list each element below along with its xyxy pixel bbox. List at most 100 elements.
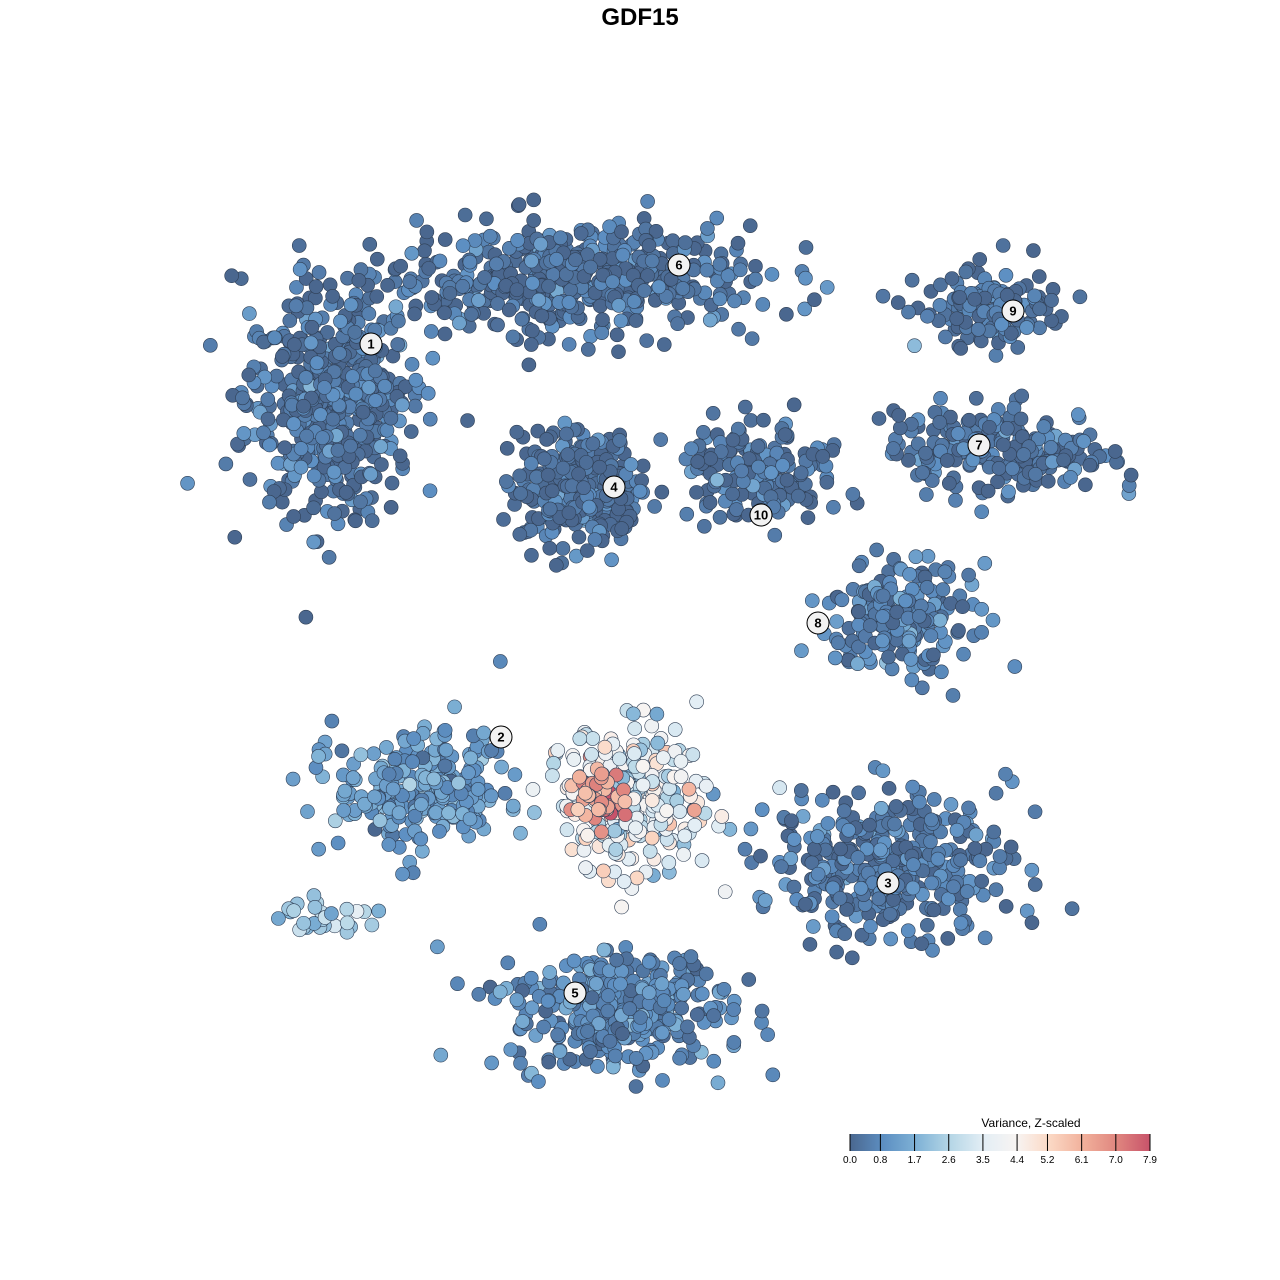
- data-point: [532, 916, 548, 932]
- data-point: [580, 1024, 595, 1039]
- data-point: [313, 407, 328, 423]
- data-point: [974, 873, 990, 889]
- data-point: [306, 500, 321, 516]
- data-point: [262, 437, 277, 453]
- data-point: [1044, 293, 1059, 308]
- data-point: [904, 672, 920, 688]
- data-point: [510, 233, 525, 248]
- data-point: [730, 235, 746, 251]
- data-point: [437, 758, 453, 774]
- svg-text:9: 9: [1009, 304, 1016, 319]
- data-point: [702, 312, 718, 328]
- data-point: [296, 915, 311, 931]
- data-point: [585, 436, 601, 452]
- data-point: [594, 824, 609, 840]
- data-point: [442, 285, 458, 301]
- data-point: [832, 891, 848, 906]
- data-point: [959, 884, 975, 899]
- data-point: [521, 357, 537, 373]
- data-point: [377, 379, 393, 394]
- data-point: [800, 510, 816, 525]
- data-point: [756, 412, 771, 428]
- data-point: [372, 813, 388, 828]
- svg-text:7: 7: [975, 438, 982, 453]
- data-point: [531, 1074, 546, 1089]
- data-point: [798, 240, 814, 255]
- data-point: [967, 291, 982, 307]
- data-point: [241, 367, 257, 383]
- data-point: [426, 771, 442, 787]
- data-point: [282, 313, 298, 328]
- data-point: [1013, 411, 1029, 427]
- data-point: [627, 746, 642, 761]
- data-point: [626, 294, 642, 309]
- cluster-label-5: 5: [563, 981, 587, 1005]
- data-point: [829, 614, 845, 629]
- data-point: [972, 252, 988, 267]
- data-point: [644, 793, 660, 808]
- data-point: [572, 769, 587, 785]
- data-point: [819, 474, 835, 490]
- data-point: [1001, 484, 1016, 500]
- data-point: [837, 926, 853, 942]
- data-point: [587, 532, 603, 547]
- data-point: [309, 355, 325, 371]
- cluster-label-1: 1: [359, 332, 383, 356]
- data-point: [357, 796, 372, 812]
- data-point: [765, 1067, 781, 1083]
- data-point: [394, 397, 410, 413]
- data-point: [523, 456, 539, 471]
- data-point: [388, 299, 404, 315]
- data-point: [627, 721, 643, 736]
- data-point: [953, 341, 969, 356]
- data-point: [1082, 457, 1098, 473]
- data-point: [773, 859, 789, 874]
- data-point: [602, 1034, 618, 1049]
- data-point: [512, 468, 527, 484]
- points-layer: [180, 192, 1139, 1094]
- data-point: [750, 439, 766, 454]
- data-point: [381, 837, 397, 852]
- data-point: [555, 460, 571, 476]
- data-point: [306, 468, 322, 484]
- data-point: [437, 326, 453, 342]
- data-point: [380, 278, 395, 293]
- data-point: [460, 413, 475, 428]
- data-point: [536, 1019, 551, 1035]
- data-point: [617, 794, 633, 809]
- data-point: [345, 770, 361, 785]
- data-point: [611, 344, 626, 360]
- data-point: [710, 1075, 726, 1091]
- data-point: [769, 445, 785, 461]
- data-point: [513, 486, 528, 501]
- data-point: [224, 268, 239, 284]
- data-point: [492, 984, 508, 1000]
- data-point: [576, 480, 591, 495]
- data-point: [841, 822, 856, 838]
- data-point: [541, 278, 556, 294]
- data-point: [689, 485, 704, 500]
- data-point: [325, 289, 340, 304]
- data-point: [819, 280, 835, 295]
- data-point: [988, 785, 1004, 801]
- data-point: [946, 879, 961, 895]
- data-point: [583, 259, 598, 275]
- data-point: [367, 363, 383, 379]
- data-point: [737, 841, 753, 857]
- data-point: [348, 513, 363, 529]
- data-point: [650, 735, 666, 751]
- data-point: [540, 993, 556, 1009]
- data-point: [924, 812, 939, 828]
- data-point: [1016, 447, 1031, 462]
- data-point: [995, 437, 1011, 453]
- data-point: [613, 313, 629, 329]
- legend-tick-label: 7.0: [1109, 1155, 1123, 1166]
- data-point: [369, 289, 385, 304]
- data-point: [908, 549, 924, 564]
- data-point: [424, 324, 439, 339]
- data-point: [820, 816, 836, 831]
- data-point: [403, 424, 419, 439]
- data-point: [1024, 862, 1040, 878]
- data-point: [655, 1073, 670, 1088]
- data-point: [470, 782, 486, 797]
